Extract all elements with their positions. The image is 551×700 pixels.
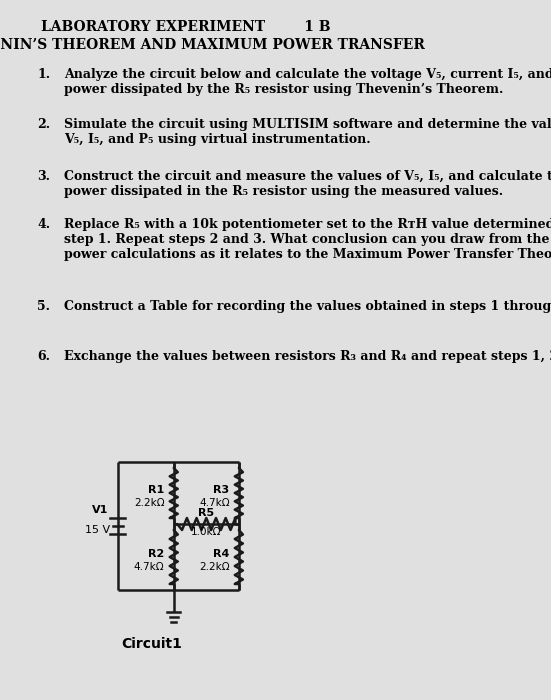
- Text: V1: V1: [92, 505, 109, 515]
- Text: 1.0kΩ: 1.0kΩ: [191, 527, 222, 537]
- Text: Exchange the values between resistors R₃ and R₄ and repeat steps 1, 2, and 3.: Exchange the values between resistors R₃…: [64, 350, 551, 363]
- Text: R2: R2: [148, 549, 165, 559]
- Text: Simulate the circuit using MULTISIM software and determine the values for
V₅, I₅: Simulate the circuit using MULTISIM soft…: [64, 118, 551, 146]
- Text: Replace R₅ with a 10k potentiometer set to the RᴛH value determined in
step 1. R: Replace R₅ with a 10k potentiometer set …: [64, 218, 551, 261]
- Text: 3.: 3.: [37, 170, 50, 183]
- Text: R4: R4: [213, 549, 230, 559]
- Text: R3: R3: [213, 485, 230, 495]
- Text: R5: R5: [198, 508, 214, 518]
- Text: 2.: 2.: [37, 118, 50, 131]
- Text: 4.: 4.: [37, 218, 50, 231]
- Text: R1: R1: [148, 485, 165, 495]
- Text: 6.: 6.: [37, 350, 50, 363]
- Text: 5.: 5.: [37, 300, 50, 313]
- Text: LABORATORY EXPERIMENT        1 B: LABORATORY EXPERIMENT 1 B: [41, 20, 330, 34]
- Text: 1.: 1.: [37, 68, 50, 81]
- Text: THEVENIN’S THEOREM AND MAXIMUM POWER TRANSFER: THEVENIN’S THEOREM AND MAXIMUM POWER TRA…: [0, 38, 425, 52]
- Text: 15 V: 15 V: [85, 525, 110, 535]
- Text: Circuit1: Circuit1: [121, 637, 182, 651]
- Text: 2.2kΩ: 2.2kΩ: [199, 562, 230, 572]
- Text: 4.7kΩ: 4.7kΩ: [134, 562, 165, 572]
- Text: 4.7kΩ: 4.7kΩ: [199, 498, 230, 508]
- Text: Construct the circuit and measure the values of V₅, I₅, and calculate the
power : Construct the circuit and measure the va…: [64, 170, 551, 198]
- Text: Analyze the circuit below and calculate the voltage V₅, current I₅, and the
powe: Analyze the circuit below and calculate …: [64, 68, 551, 96]
- Text: 2.2kΩ: 2.2kΩ: [134, 498, 165, 508]
- Text: Construct a Table for recording the values obtained in steps 1 through 4.: Construct a Table for recording the valu…: [64, 300, 551, 313]
